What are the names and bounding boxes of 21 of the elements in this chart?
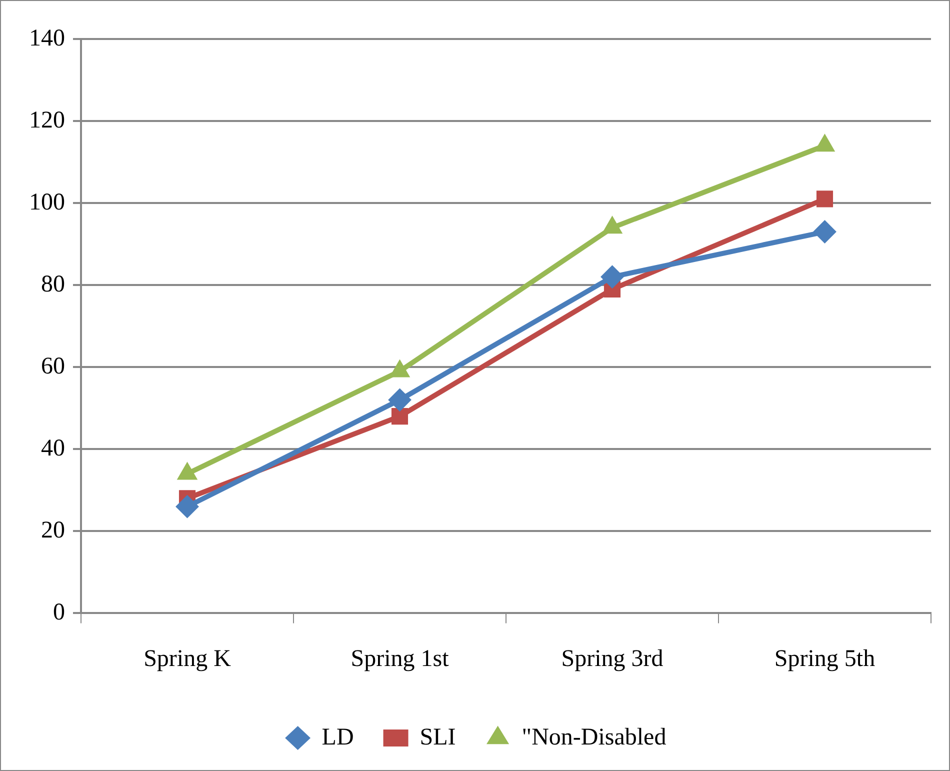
y-tick-label: 0 (53, 599, 65, 626)
x-tick-label: Spring K (144, 646, 232, 672)
x-tick-label: Spring 3rd (561, 646, 664, 672)
legend-label: LD (322, 724, 354, 750)
point (176, 495, 199, 518)
legend-label: SLI (420, 724, 456, 750)
legend-label: "Non-Disabled (522, 724, 666, 750)
point (600, 265, 624, 288)
point (388, 388, 412, 412)
x-tick-label: Spring 5th (774, 646, 876, 672)
y-tick-label: 120 (29, 107, 65, 134)
y-tick-label: 80 (41, 271, 65, 298)
y-tick-label: 20 (41, 517, 65, 544)
y-tick-label: 140 (29, 25, 65, 52)
x-tick-label: Spring 1st (350, 646, 450, 672)
y-tick-label: 60 (41, 353, 65, 380)
point (813, 220, 836, 244)
y-tick-label: 40 (41, 435, 65, 462)
point (816, 190, 834, 208)
point (391, 408, 408, 425)
y-tick-label: 100 (29, 189, 65, 216)
